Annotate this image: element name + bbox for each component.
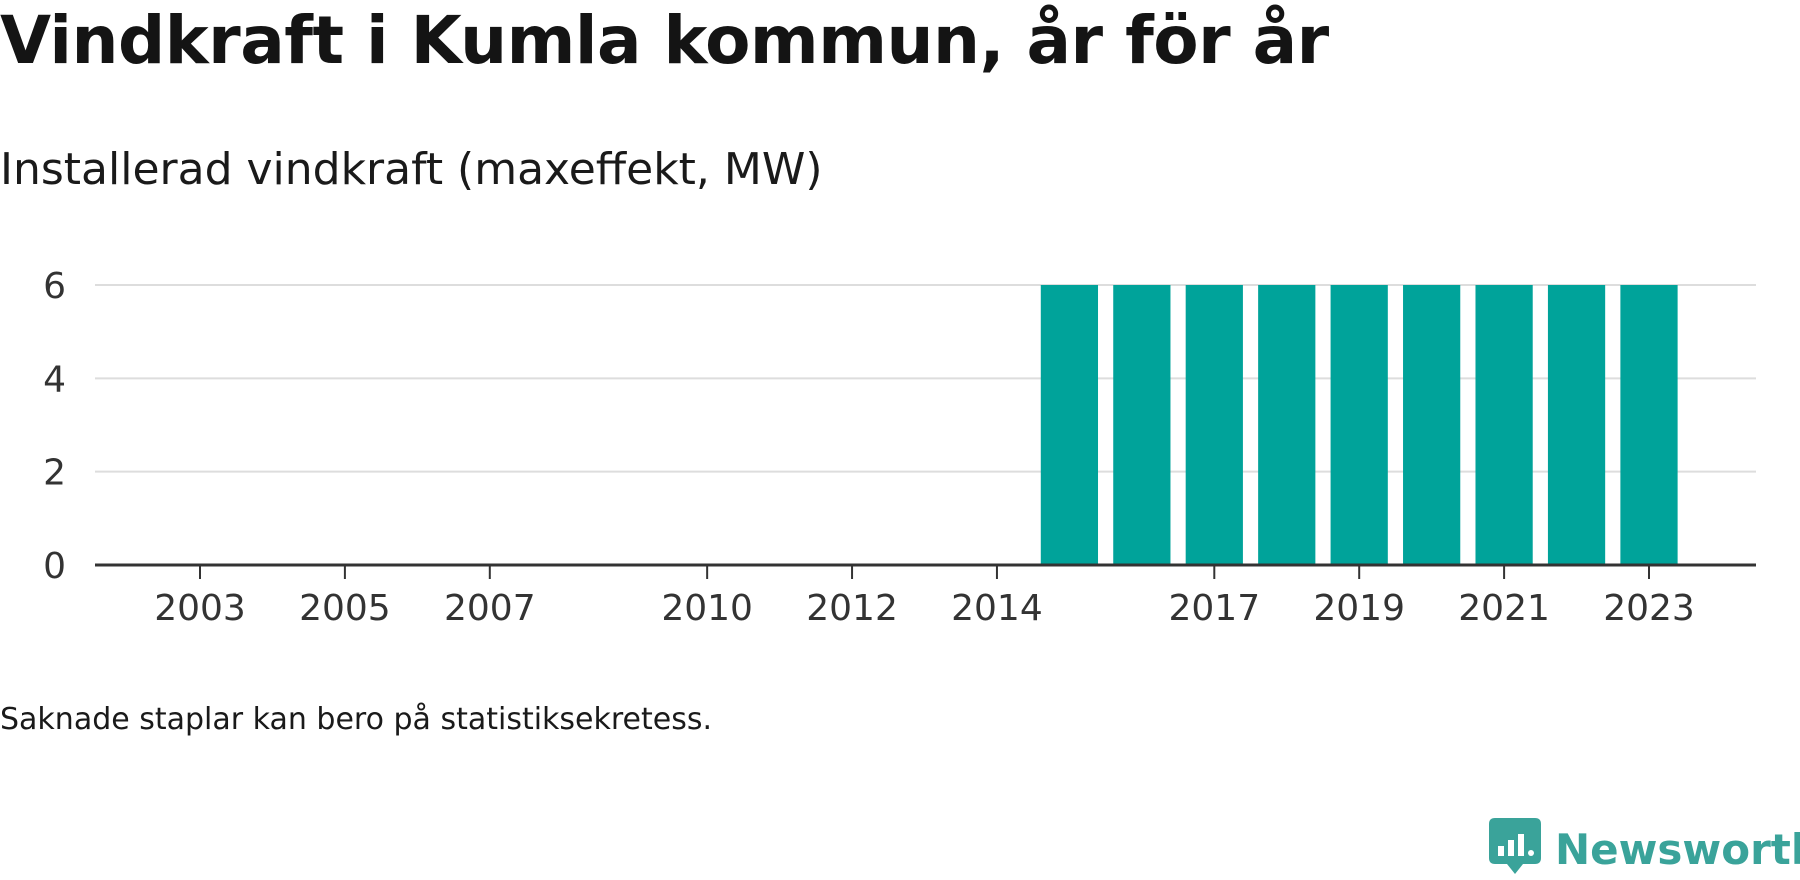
newsworthy-logo: Newsworthy [1489, 818, 1800, 880]
bar-2021 [1475, 285, 1533, 565]
x-tick-label: 2021 [1458, 588, 1550, 629]
bars [1040, 285, 1678, 565]
bar-2019 [1330, 285, 1388, 565]
bar-chart: 0 2 4 6 2003 2005 2007 2010 2012 2014 2017 2019 202… [43, 266, 1756, 629]
x-tick-label: 2005 [299, 588, 391, 629]
newsworthy-logo-icon [1489, 818, 1541, 874]
x-tick-label: 2014 [951, 588, 1043, 629]
x-axis-ticks: 2003 2005 2007 2010 2012 2014 2017 2019 2021 2023 [154, 565, 1695, 629]
bar-2015 [1040, 285, 1099, 565]
x-tick-label: 2019 [1313, 588, 1405, 629]
bar-2018 [1258, 285, 1316, 565]
y-axis-ticks: 0 2 4 6 [43, 266, 66, 587]
bar-2020 [1403, 285, 1461, 565]
y-tick-label: 4 [43, 359, 66, 400]
footnote: Saknade staplar kan bero på statistiksek… [0, 702, 713, 737]
x-tick-label: 2010 [661, 588, 753, 629]
chart-subtitle: Installerad vindkraft (maxeffekt, MW) [0, 144, 823, 195]
bar-2023 [1620, 285, 1678, 565]
y-tick-label: 0 [43, 546, 66, 587]
x-tick-label: 2017 [1168, 588, 1260, 629]
bar-2016 [1113, 285, 1171, 565]
chart-title: Vindkraft i Kumla kommun, år för år [0, 2, 1329, 79]
y-tick-label: 2 [43, 453, 66, 494]
x-tick-label: 2007 [444, 588, 536, 629]
x-tick-label: 2003 [154, 588, 246, 629]
bar-2017 [1185, 285, 1243, 565]
y-tick-label: 6 [43, 266, 66, 307]
x-tick-label: 2023 [1603, 588, 1695, 629]
x-tick-label: 2012 [806, 588, 898, 629]
bar-2022 [1547, 285, 1606, 565]
brand-name: Newsworthy [1555, 824, 1800, 874]
